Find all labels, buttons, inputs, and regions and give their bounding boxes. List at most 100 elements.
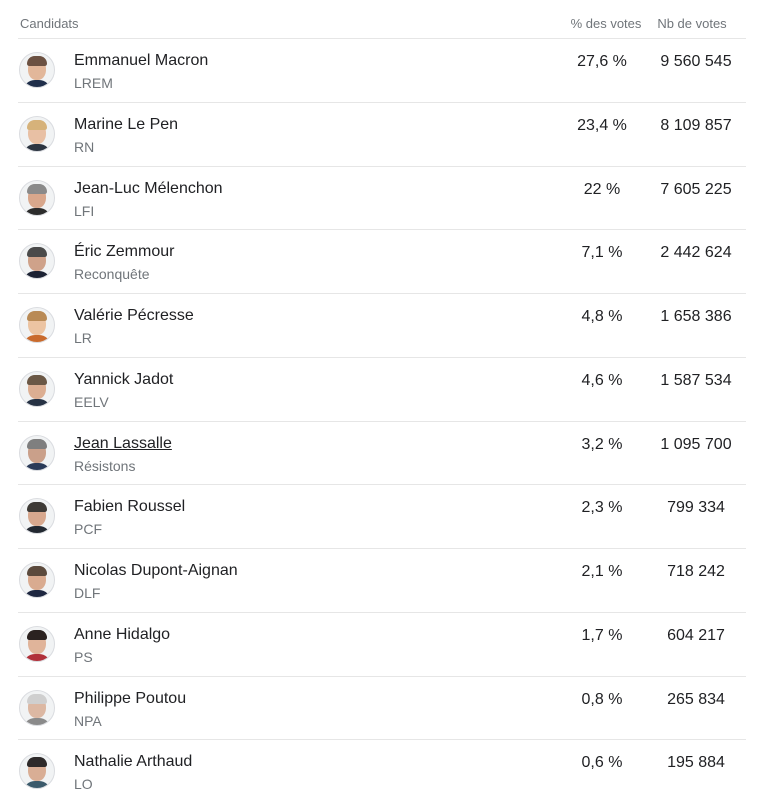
photo-hair bbox=[27, 693, 47, 704]
vote-count: 1 095 700 bbox=[660, 435, 732, 453]
candidate-photo-icon bbox=[19, 562, 55, 598]
candidate-party: LFI bbox=[74, 202, 95, 219]
photo-shoulders bbox=[23, 653, 51, 661]
candidate-name: Fabien Roussel bbox=[74, 498, 186, 516]
photo-shoulders bbox=[23, 526, 51, 534]
candidate-row[interactable]: Jean-Luc Mélenchon LFI 22 % 7 605 225 bbox=[18, 167, 746, 231]
candidate-name: Yannick Jadot bbox=[74, 370, 174, 388]
vote-percent: 22 % bbox=[583, 180, 621, 198]
candidate-photo-icon bbox=[19, 625, 55, 662]
photo-shoulders bbox=[23, 143, 51, 151]
vote-percent: 27,6 % bbox=[577, 53, 627, 70]
photo-hair bbox=[27, 56, 47, 66]
candidate-photo-icon bbox=[19, 243, 55, 280]
vote-count: 195 884 bbox=[667, 754, 725, 772]
candidate-row[interactable]: Éric Zemmour Reconquête 7,1 % 2 442 624 bbox=[18, 230, 746, 294]
vote-count: 8 109 857 bbox=[660, 116, 732, 134]
candidate-party: Résistons bbox=[74, 457, 136, 474]
candidate-photo-icon bbox=[19, 115, 55, 152]
candidate-party: NPA bbox=[74, 712, 102, 729]
vote-percent: 4,8 % bbox=[581, 308, 623, 325]
candidate-row[interactable]: Anne Hidalgo PS 1,7 % 604 217 bbox=[18, 613, 746, 677]
candidate-party: Reconquête bbox=[74, 266, 150, 283]
vote-count: 604 217 bbox=[667, 626, 725, 644]
candidate-party: LR bbox=[74, 330, 92, 346]
vote-percent: 7,1 % bbox=[581, 244, 623, 262]
candidate-name: Valérie Pécresse bbox=[74, 307, 194, 324]
vote-percent: 4,6 % bbox=[581, 371, 623, 389]
photo-shoulders bbox=[23, 271, 51, 279]
candidate-party: EELV bbox=[74, 393, 109, 410]
vote-percent: 0,8 % bbox=[581, 690, 623, 708]
photo-shoulders bbox=[23, 590, 51, 597]
candidate-row[interactable]: Emmanuel Macron LREM 27,6 % 9 560 545 bbox=[18, 39, 746, 103]
candidate-row[interactable]: Yannick Jadot EELV 4,6 % 1 587 534 bbox=[18, 358, 746, 422]
photo-shoulders bbox=[23, 462, 51, 470]
header-percent: % des votes bbox=[570, 16, 642, 31]
candidate-row[interactable]: Fabien Roussel PCF 2,3 % 799 334 bbox=[18, 485, 746, 549]
candidate-party: DLF bbox=[74, 585, 101, 601]
photo-hair bbox=[27, 566, 47, 576]
candidate-name: Nathalie Arthaud bbox=[74, 753, 193, 771]
candidate-party: LO bbox=[74, 776, 93, 793]
vote-count: 1 658 386 bbox=[660, 308, 732, 325]
photo-hair bbox=[27, 438, 47, 449]
results-table: Candidats % des votes Nb de votes Emmanu… bbox=[18, 0, 746, 803]
photo-shoulders bbox=[23, 80, 51, 87]
candidate-name: Anne Hidalgo bbox=[74, 625, 171, 643]
candidate-row[interactable]: Jean Lassalle Résistons 3,2 % 1 095 700 bbox=[18, 422, 746, 486]
photo-hair bbox=[27, 502, 47, 513]
vote-percent: 0,6 % bbox=[581, 754, 623, 772]
candidate-row[interactable]: Nathalie Arthaud LO 0,6 % 195 884 bbox=[18, 740, 746, 803]
candidate-name: Marine Le Pen bbox=[74, 115, 179, 133]
vote-count: 1 587 534 bbox=[660, 371, 732, 389]
candidate-photo-icon bbox=[19, 52, 55, 88]
photo-hair bbox=[27, 183, 47, 194]
candidate-photo-icon bbox=[19, 753, 55, 790]
vote-percent: 2,1 % bbox=[581, 563, 623, 580]
vote-count: 2 442 624 bbox=[660, 244, 732, 262]
candidate-photo-icon bbox=[19, 179, 55, 216]
candidate-name: Philippe Poutou bbox=[74, 689, 187, 707]
candidate-name[interactable]: Jean Lassalle bbox=[74, 434, 172, 452]
header-candidates: Candidats bbox=[20, 16, 79, 31]
vote-count: 799 334 bbox=[667, 499, 725, 517]
candidate-name: Jean-Luc Mélenchon bbox=[74, 179, 223, 197]
candidate-photo-icon bbox=[19, 370, 55, 407]
header-votes: Nb de votes bbox=[657, 16, 727, 31]
candidate-party: LREM bbox=[74, 75, 113, 91]
candidate-photo-icon bbox=[19, 434, 55, 471]
candidate-party: PS bbox=[74, 648, 93, 665]
photo-shoulders bbox=[23, 335, 51, 342]
candidate-party: RN bbox=[74, 138, 95, 155]
vote-count: 265 834 bbox=[667, 690, 725, 708]
vote-percent: 3,2 % bbox=[581, 435, 623, 453]
photo-hair bbox=[27, 311, 47, 321]
table-header: Candidats % des votes Nb de votes bbox=[18, 0, 746, 39]
vote-percent: 1,7 % bbox=[581, 626, 623, 644]
photo-hair bbox=[27, 119, 47, 130]
photo-hair bbox=[27, 629, 47, 640]
vote-count: 718 242 bbox=[667, 563, 725, 580]
photo-hair bbox=[27, 374, 47, 385]
candidate-row[interactable]: Philippe Poutou NPA 0,8 % 265 834 bbox=[18, 677, 746, 741]
photo-shoulders bbox=[23, 717, 51, 725]
photo-hair bbox=[27, 757, 47, 768]
vote-count: 7 605 225 bbox=[660, 180, 732, 198]
candidate-party: PCF bbox=[74, 521, 102, 538]
vote-percent: 2,3 % bbox=[581, 499, 623, 517]
candidate-rows: Emmanuel Macron LREM 27,6 % 9 560 545 Marine… bbox=[18, 39, 746, 803]
candidate-photo-icon bbox=[19, 689, 55, 726]
vote-percent: 23,4 % bbox=[577, 116, 627, 134]
candidate-row[interactable]: Nicolas Dupont-Aignan DLF 2,1 % 718 242 bbox=[18, 549, 746, 613]
candidate-row[interactable]: Marine Le Pen RN 23,4 % 8 109 857 bbox=[18, 103, 746, 167]
vote-count: 9 560 545 bbox=[660, 53, 732, 70]
photo-shoulders bbox=[23, 398, 51, 406]
photo-shoulders bbox=[23, 207, 51, 215]
candidate-row[interactable]: Valérie Pécresse LR 4,8 % 1 658 386 bbox=[18, 294, 746, 358]
photo-shoulders bbox=[23, 781, 51, 789]
candidate-name: Nicolas Dupont-Aignan bbox=[74, 562, 238, 579]
candidate-photo-icon bbox=[19, 307, 55, 343]
candidate-name: Éric Zemmour bbox=[74, 243, 175, 261]
candidate-name: Emmanuel Macron bbox=[74, 52, 209, 69]
